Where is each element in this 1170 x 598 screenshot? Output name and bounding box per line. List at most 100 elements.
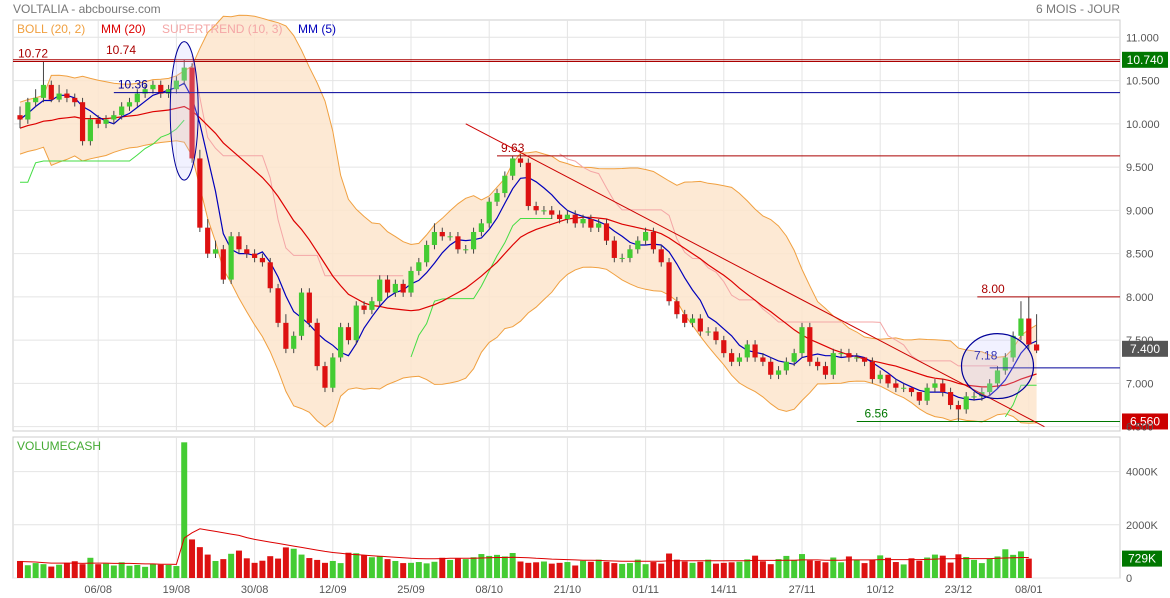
volume-bar-up xyxy=(924,557,931,578)
volume-bar-down xyxy=(650,562,657,578)
price-tick-label: 10.500 xyxy=(1126,76,1160,88)
volume-bar-down xyxy=(63,562,70,578)
price-tick-label: 6.500 xyxy=(1126,422,1154,434)
candle-up xyxy=(40,84,47,98)
volume-bar-up xyxy=(494,554,501,578)
volume-tick-label: 4000K xyxy=(1126,467,1158,479)
volume-bar-up xyxy=(986,558,993,578)
volume-bar-up xyxy=(173,566,180,578)
candle-down xyxy=(861,357,868,362)
price-tick-label: 8.000 xyxy=(1126,292,1154,304)
candle-up xyxy=(783,361,789,371)
volume-bar-down xyxy=(157,564,164,578)
candle-down xyxy=(361,305,367,310)
level-label-10-36: 10.36 xyxy=(118,78,148,92)
candle-up xyxy=(502,175,508,194)
candle-down xyxy=(752,344,758,358)
candle-up xyxy=(987,383,993,393)
volume-bar-down xyxy=(861,563,868,578)
volume-bar-down xyxy=(752,555,759,578)
date-axis: 06/08 19/08 30/08 12/09 25/09 08/10 21/10 01/11… xyxy=(84,584,1042,596)
candle-up xyxy=(744,344,750,358)
candle-down xyxy=(588,219,594,228)
candle-up xyxy=(1010,335,1016,358)
candle-down xyxy=(533,206,539,211)
volume-bar-down xyxy=(533,562,540,578)
candle-down xyxy=(729,353,735,362)
volume-bar-down xyxy=(204,554,211,578)
volume-bar-up xyxy=(595,559,602,578)
candle-down xyxy=(384,279,391,293)
candle-up xyxy=(111,115,117,120)
candle-down xyxy=(314,322,320,367)
candle-down xyxy=(158,84,164,94)
candle-down xyxy=(682,314,688,323)
candle-up xyxy=(338,327,344,358)
candle-down xyxy=(916,392,922,401)
volume-bar-up xyxy=(838,562,845,578)
volume-bar-down xyxy=(1025,558,1032,578)
volume-bar-down xyxy=(556,562,563,578)
volume-bar-up xyxy=(376,556,383,578)
bollinger-bands xyxy=(19,14,1037,428)
supertrend-line xyxy=(191,55,404,277)
candle-up xyxy=(87,119,93,142)
volume-bar-down xyxy=(673,559,680,578)
volume-bar-up xyxy=(877,555,884,578)
volume-bar-down xyxy=(611,563,618,578)
candle-down xyxy=(666,262,672,302)
volume-bar-up xyxy=(486,555,493,578)
volume-bar-up xyxy=(626,563,633,578)
level-label-8-00: 8.00 xyxy=(981,282,1005,296)
level-label-7-18: 7.18 xyxy=(974,349,998,363)
volume-bar-down xyxy=(892,562,899,578)
candle-down xyxy=(846,353,852,358)
candlesticks xyxy=(17,59,1040,422)
volume-bar-up xyxy=(40,564,47,578)
candle-up xyxy=(416,262,422,271)
volume-bar-up xyxy=(540,561,547,578)
volume-bar-up xyxy=(337,563,344,578)
volume-bar-up xyxy=(994,556,1001,578)
volume-bar-down xyxy=(767,564,774,578)
candle-up xyxy=(932,383,938,388)
volume-bar-up xyxy=(462,559,469,578)
highlight-ellipse-right xyxy=(960,333,1035,400)
candle-down xyxy=(275,288,281,323)
date-tick-label: 10/12 xyxy=(866,584,894,596)
volume-bar-up xyxy=(118,562,125,578)
candle-down xyxy=(79,102,86,142)
volume-bar-up xyxy=(408,562,414,578)
legend-mm20: MM (20) xyxy=(101,22,146,36)
candle-up xyxy=(212,249,219,254)
candle-down xyxy=(72,97,78,103)
candle-down xyxy=(885,374,891,384)
price-tick-label: 7.000 xyxy=(1126,378,1154,390)
volume-bar-down xyxy=(712,563,719,578)
candle-down xyxy=(244,249,250,254)
volume-bar-up xyxy=(32,563,39,578)
volume-bar-down xyxy=(220,559,227,578)
volume-bar-up xyxy=(87,557,94,578)
highlight-ellipse-left xyxy=(169,41,199,181)
volume-bar-up xyxy=(830,557,837,578)
candle-down xyxy=(611,240,617,258)
candle-down xyxy=(940,383,946,393)
candle-up xyxy=(775,370,782,375)
candle-down xyxy=(439,231,445,237)
price-tick-label: 7.500 xyxy=(1126,335,1154,347)
volume-bar-up xyxy=(564,562,571,578)
volume-bar-up xyxy=(181,442,188,578)
candle-down xyxy=(549,210,555,215)
candle-down xyxy=(455,236,461,250)
volume-bar-up xyxy=(392,560,399,578)
candle-down xyxy=(517,158,524,163)
candle-up xyxy=(478,223,484,232)
level-label-10-74: 10.74 xyxy=(106,43,136,57)
candle-up xyxy=(56,93,62,100)
candle-down xyxy=(572,214,578,224)
volume-bar-down xyxy=(720,562,727,578)
candle-up xyxy=(580,219,586,224)
volume-bar-down xyxy=(759,561,766,578)
